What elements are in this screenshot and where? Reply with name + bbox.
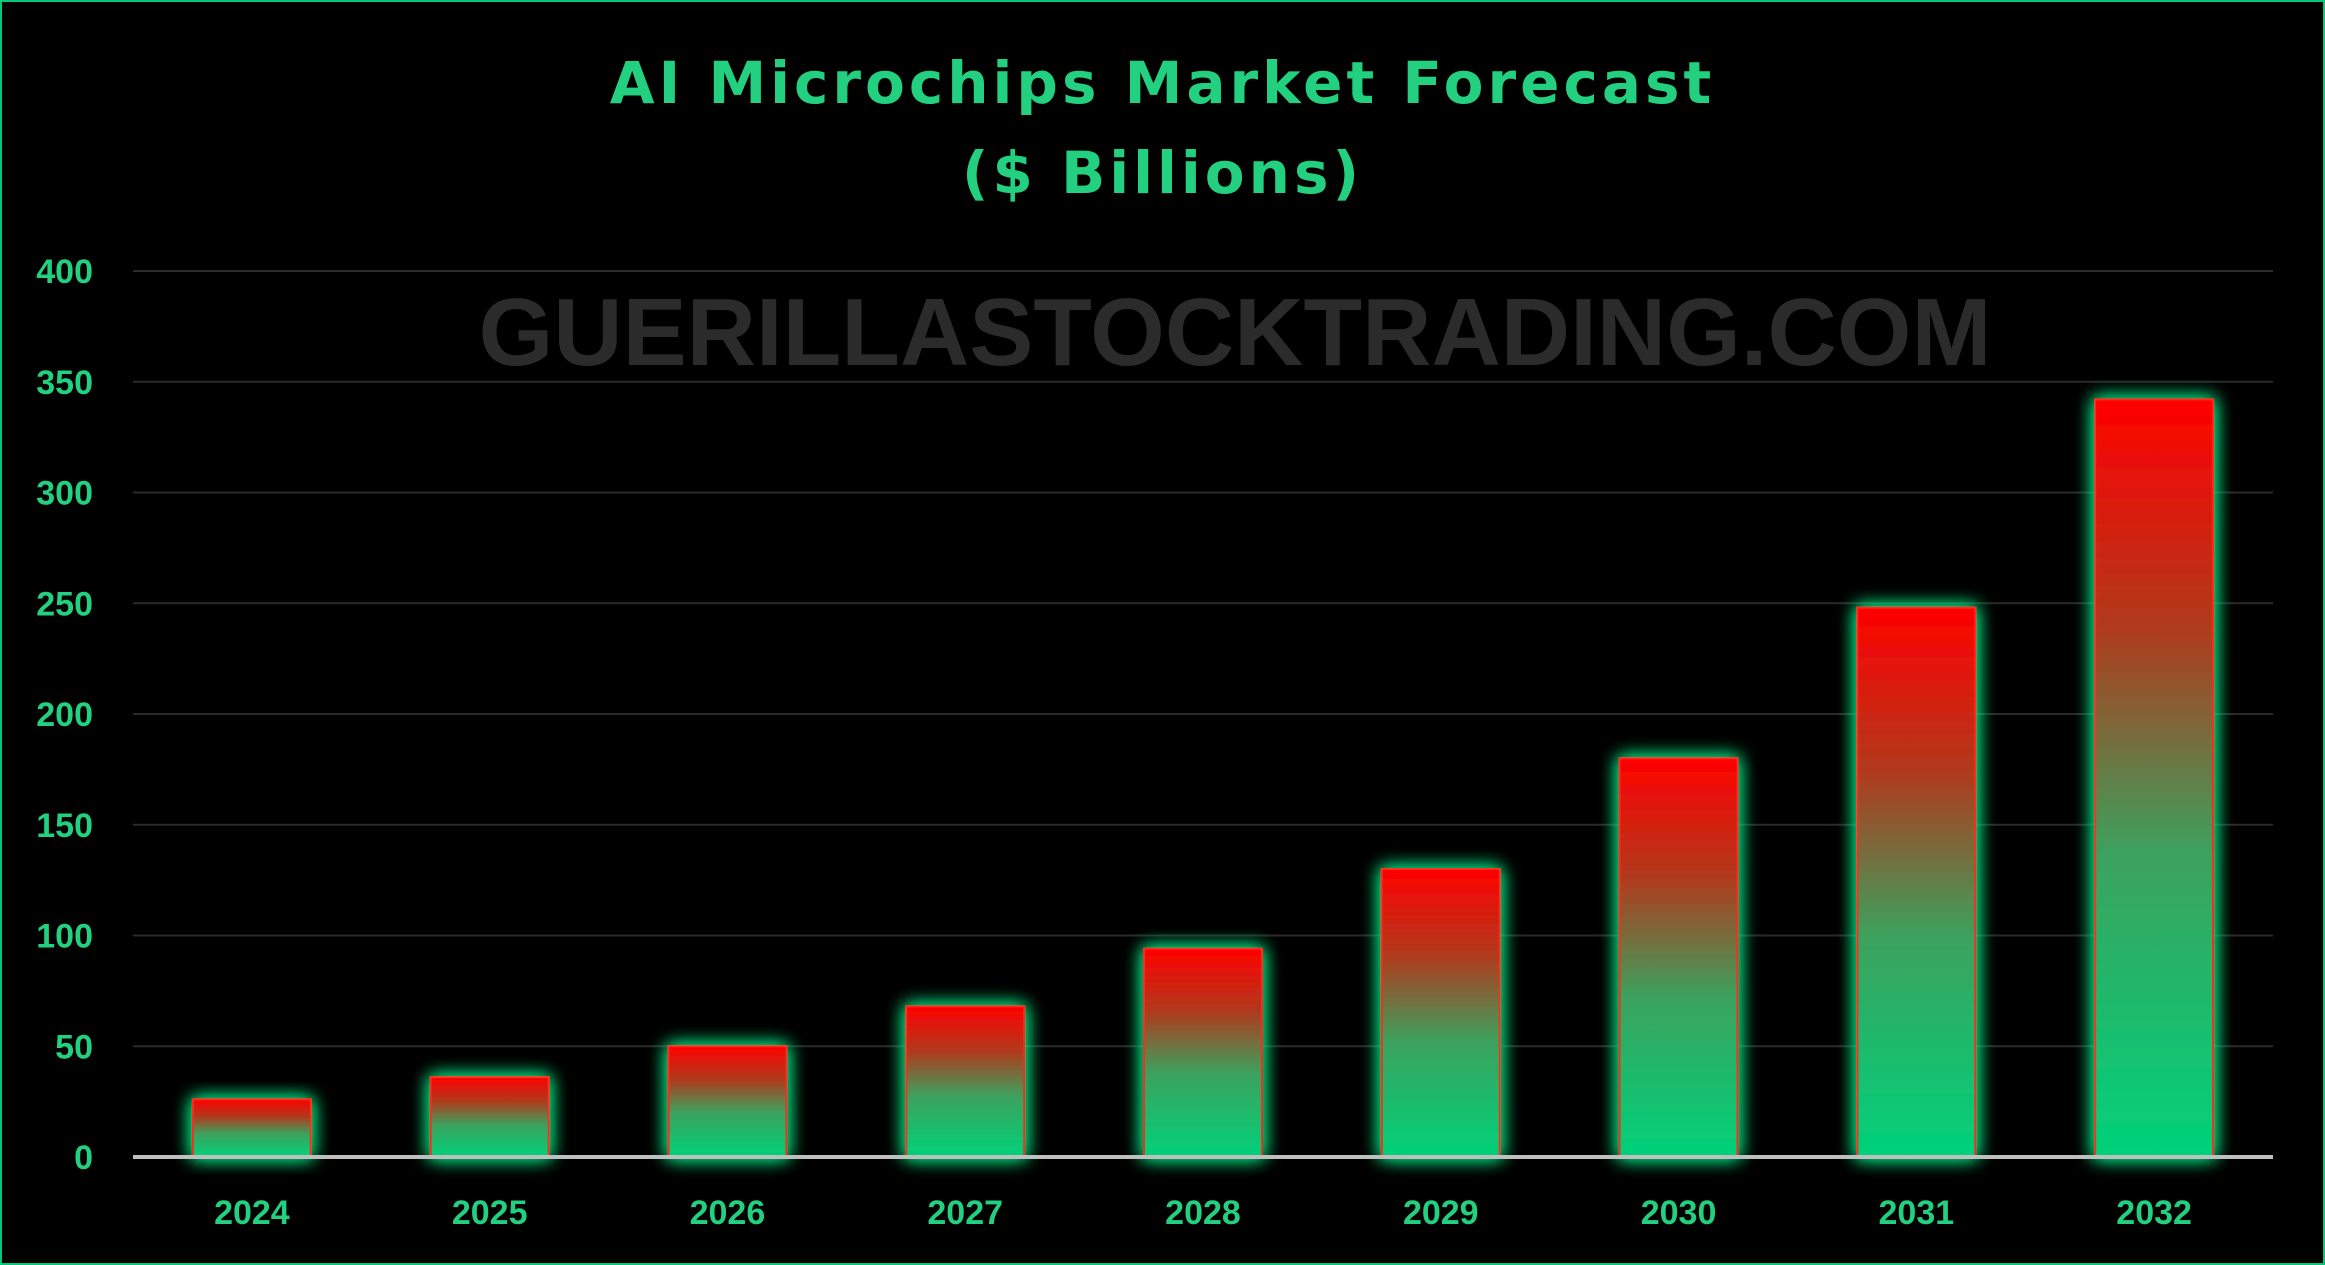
x-tick-label: 2031 xyxy=(1879,1194,1955,1232)
bar-2024 xyxy=(191,1098,312,1159)
x-tick-label: 2025 xyxy=(452,1194,528,1232)
chart-title-block: AI Microchips Market Forecast ($ Billion… xyxy=(0,38,2325,218)
x-tick-label: 2026 xyxy=(690,1194,766,1232)
x-tick-label: 2030 xyxy=(1641,1194,1717,1232)
x-tick-label: 2032 xyxy=(2116,1194,2192,1232)
x-tick-label: 2027 xyxy=(927,1194,1003,1232)
y-tick-label: 300 xyxy=(36,475,93,513)
y-tick-label: 350 xyxy=(36,364,93,402)
y-tick-label: 150 xyxy=(36,807,93,845)
bar-2027 xyxy=(905,1005,1026,1158)
y-tick-label: 100 xyxy=(36,918,93,956)
watermark-text: GUERILLASTOCKTRADING.COM xyxy=(479,279,1992,386)
chart-subtitle: ($ Billions) xyxy=(962,139,1363,207)
y-tick-label: 50 xyxy=(55,1028,93,1066)
y-tick-label: 250 xyxy=(36,585,93,623)
bar-2030 xyxy=(1618,757,1739,1158)
y-tick-label: 200 xyxy=(36,696,93,734)
bar-2029 xyxy=(1380,868,1501,1158)
bar-2026 xyxy=(667,1045,788,1158)
bar-2031 xyxy=(1856,606,1977,1158)
bar-2025 xyxy=(429,1076,550,1159)
chart-title: AI Microchips Market Forecast xyxy=(609,49,1716,117)
bars xyxy=(191,398,2215,1159)
y-tick-label: 400 xyxy=(36,253,93,291)
x-tick-label: 2029 xyxy=(1403,1194,1479,1232)
x-tick-labels: 2024 2025 2026 2027 2028 2029 2030 2031 2032 xyxy=(214,1194,2192,1232)
y-tick-labels: 0 50 100 150 200 250 300 350 400 xyxy=(36,253,93,1177)
x-tick-label: 2028 xyxy=(1165,1194,1241,1232)
y-tick-label: 0 xyxy=(74,1139,93,1177)
x-tick-label: 2024 xyxy=(214,1194,290,1232)
bar-2032 xyxy=(2094,398,2215,1159)
bar-2028 xyxy=(1143,947,1263,1158)
